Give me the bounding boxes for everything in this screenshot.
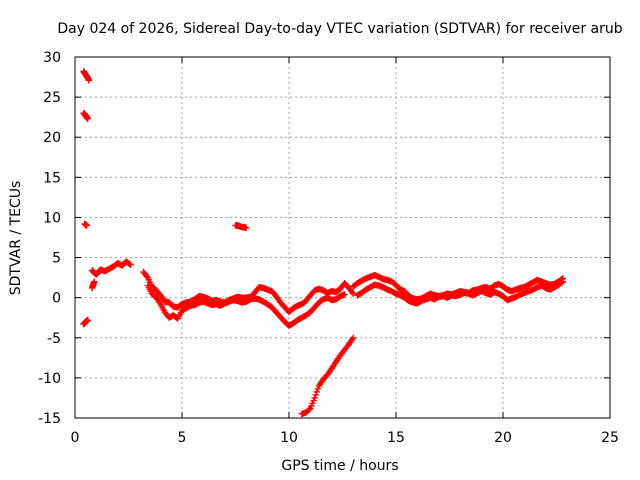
x-tick-label: 0 <box>71 430 80 446</box>
data-point <box>306 406 313 413</box>
y-tick-label: -15 <box>38 411 61 427</box>
x-tick-label: 20 <box>494 430 512 446</box>
y-tick-label: 5 <box>52 251 61 267</box>
data-point <box>313 388 320 396</box>
data-point <box>350 334 357 341</box>
data-point <box>84 115 91 122</box>
y-tick-label: -10 <box>38 371 61 387</box>
data-point <box>314 385 322 393</box>
data-point <box>348 289 356 296</box>
y-tick-label: 10 <box>43 210 61 226</box>
y-tick-label: 30 <box>43 50 61 66</box>
data-point <box>84 316 91 324</box>
data-point <box>127 261 134 268</box>
y-tick-label: 20 <box>43 130 61 146</box>
data-point <box>312 391 319 399</box>
y-axis-ticks: -15 -10 -5 0 5 10 15 20 25 30 <box>38 50 610 427</box>
x-tick-label: 15 <box>387 430 405 446</box>
y-axis-label: SDTVAR / TECUs <box>8 181 24 296</box>
data-point <box>559 278 567 285</box>
data-point <box>143 273 150 280</box>
data-point <box>341 291 348 298</box>
grid-lines <box>75 57 610 418</box>
x-tick-label: 10 <box>280 430 298 446</box>
data-point <box>91 278 98 285</box>
y-tick-label: 0 <box>52 291 61 307</box>
data-point <box>243 224 250 232</box>
x-axis-label: GPS time / hours <box>281 458 398 474</box>
x-axis-ticks: 0 5 10 15 20 25 <box>71 57 619 446</box>
data-point <box>83 222 90 229</box>
data-points <box>80 68 567 418</box>
data-point <box>311 394 318 402</box>
data-point <box>126 260 133 268</box>
x-tick-label: 5 <box>178 430 187 446</box>
x-tick-label: 25 <box>601 430 619 446</box>
y-tick-label: -5 <box>47 331 61 347</box>
y-tick-label: 25 <box>43 90 61 106</box>
chart-title: Day 024 of 2026, Sidereal Day-to-day VTE… <box>57 21 622 37</box>
plot-frame <box>74 56 611 419</box>
data-point <box>558 279 566 286</box>
y-tick-label: 15 <box>43 170 61 186</box>
data-point <box>350 290 357 297</box>
data-point <box>85 77 93 84</box>
